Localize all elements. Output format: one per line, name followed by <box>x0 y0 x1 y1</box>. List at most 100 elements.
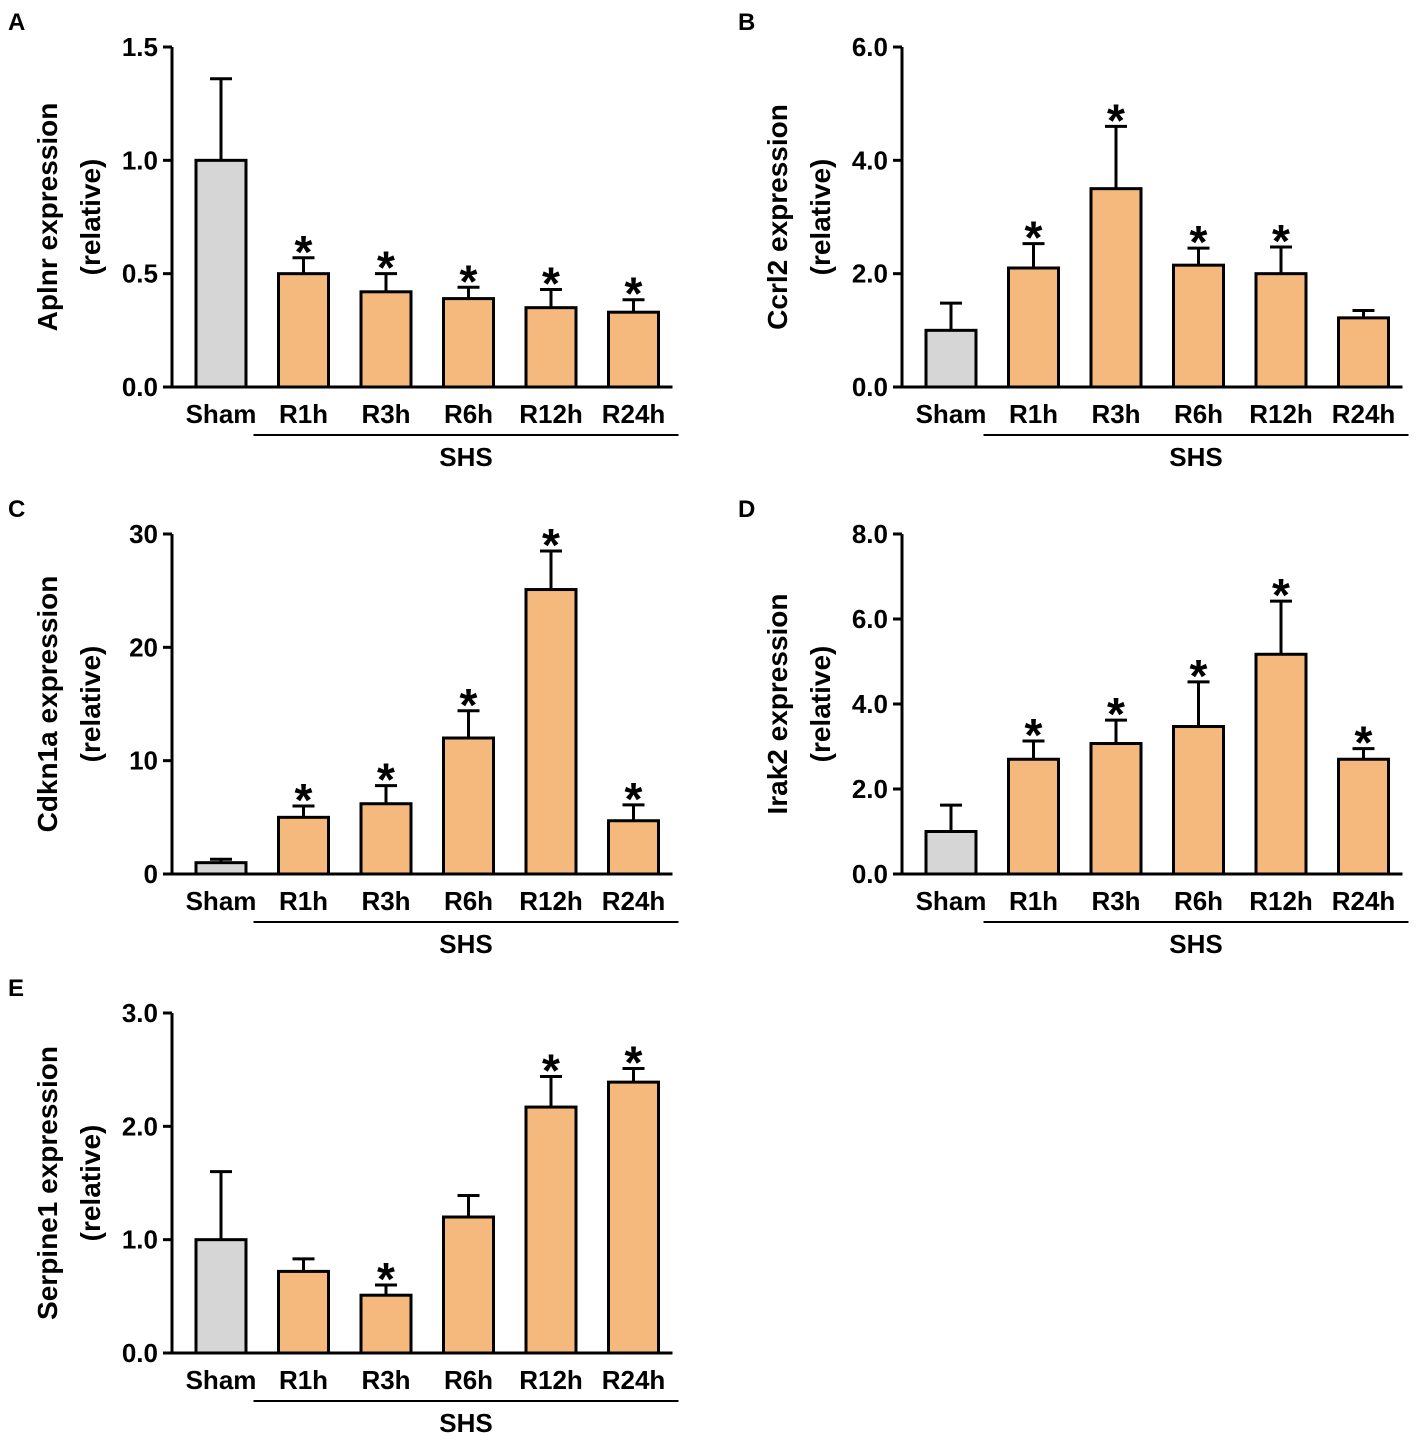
y-tick-label: 3.0 <box>122 998 158 1028</box>
y-tick-label: 0.0 <box>122 1338 158 1368</box>
x-tick-label: R3h <box>361 399 410 429</box>
bar-sham <box>924 328 978 389</box>
y-tick-label: 0.0 <box>852 372 888 402</box>
significance-star: * <box>377 242 395 294</box>
significance-star: * <box>1107 94 1125 146</box>
x-tick-label: R12h <box>519 399 583 429</box>
bar-r24h <box>607 1080 660 1355</box>
chart-irak2: D Irak2 expression (relative) 0.0 2.0 4.0 6.0 8… <box>738 496 1409 959</box>
significance-star: * <box>625 773 643 825</box>
x-tick-label: R24h <box>602 886 666 916</box>
bar-r12h <box>524 306 578 389</box>
y-axis-subtitle: (relative) <box>805 159 836 276</box>
x-tick-label: R12h <box>519 886 583 916</box>
bar-r12h <box>524 588 578 876</box>
panel-letter: D <box>738 496 755 523</box>
x-tick-label: R1h <box>279 1365 328 1395</box>
significance-star: * <box>377 1253 395 1305</box>
bar-r1h <box>277 815 330 876</box>
y-tick-label: 1.0 <box>122 1225 158 1255</box>
panel-letter: E <box>8 975 24 1002</box>
x-tick-label: R12h <box>1249 886 1313 916</box>
x-tick-label: Sham <box>186 1365 257 1395</box>
bar-r1h <box>1007 266 1060 389</box>
chart-aplnr: A Aplnr expression (relative) 0.0 0.5 1.0 1.5 S… <box>8 9 679 472</box>
bar-r12h <box>1254 272 1308 389</box>
x-tick-label: R12h <box>1249 399 1313 429</box>
panel-c: C Cdkn1a expression (relative) 0 10 20 30 Sham *… <box>0 487 700 967</box>
y-tick-label: 2.0 <box>852 259 888 289</box>
y-tick-label: 2.0 <box>122 1111 158 1141</box>
bar-sham <box>924 830 978 876</box>
x-tick-label: R6h <box>444 1365 493 1395</box>
group-label: SHS <box>439 442 492 472</box>
y-tick-label: 6.0 <box>852 604 888 634</box>
bar-r3h <box>1089 187 1143 389</box>
y-tick-label: 1.0 <box>122 145 158 175</box>
panel-a: A Aplnr expression (relative) 0.0 0.5 1.0 1.5 S… <box>0 0 700 480</box>
bar-r3h <box>1089 742 1143 876</box>
y-axis-subtitle: (relative) <box>75 159 106 276</box>
y-axis-title: Ccrl2 expression <box>762 104 793 330</box>
y-tick-label: 4.0 <box>852 689 888 719</box>
x-tick-label: R12h <box>519 1365 583 1395</box>
significance-star: * <box>295 774 313 826</box>
x-tick-label: R24h <box>602 399 666 429</box>
x-tick-label: R6h <box>444 886 493 916</box>
bar-r24h <box>607 819 660 876</box>
x-tick-label: R6h <box>1174 886 1223 916</box>
y-tick-label: 6.0 <box>852 32 888 62</box>
significance-star: * <box>1107 688 1125 740</box>
bar-r1h <box>277 272 330 389</box>
panel-letter: A <box>8 9 25 36</box>
significance-star: * <box>1025 212 1043 264</box>
y-tick-label: 2.0 <box>852 774 888 804</box>
significance-star: * <box>1025 709 1043 761</box>
y-tick-label: 0 <box>144 859 158 889</box>
bar-r3h <box>359 802 413 876</box>
significance-star: * <box>625 1037 643 1089</box>
significance-star: * <box>542 1044 560 1096</box>
y-tick-label: 0.5 <box>122 259 158 289</box>
bar-r6h <box>1172 263 1225 389</box>
significance-star: * <box>1272 215 1290 267</box>
x-tick-label: R1h <box>279 886 328 916</box>
chart-cdkn1a: C Cdkn1a expression (relative) 0 10 20 30 Sham *… <box>8 496 679 959</box>
y-axis-title: Irak2 expression <box>762 593 793 814</box>
group-label: SHS <box>439 1408 492 1438</box>
bar-r24h <box>607 310 660 389</box>
x-tick-label: R3h <box>361 1365 410 1395</box>
significance-star: * <box>1190 216 1208 268</box>
y-axis-subtitle: (relative) <box>75 646 106 763</box>
x-tick-label: R24h <box>602 1365 666 1395</box>
chart-serpine1: E Serpine1 expression (relative) 0.0 1.0 2.0 3… <box>8 975 679 1438</box>
significance-star: * <box>460 679 478 731</box>
x-tick-label: R24h <box>1332 886 1396 916</box>
bar-r1h <box>277 1269 330 1355</box>
group-label: SHS <box>1169 929 1222 959</box>
y-axis-title: Cdkn1a expression <box>32 576 63 833</box>
panel-letter: C <box>8 496 25 523</box>
x-tick-label: R3h <box>361 886 410 916</box>
y-axis-title: Serpine1 expression <box>32 1046 63 1320</box>
bar-r3h <box>359 1293 413 1355</box>
x-tick-label: R1h <box>1009 886 1058 916</box>
bar-r6h <box>442 1215 495 1355</box>
y-tick-label: 0.0 <box>852 859 888 889</box>
y-axis-subtitle: (relative) <box>75 1125 106 1242</box>
x-tick-label: R3h <box>1091 886 1140 916</box>
significance-star: * <box>460 255 478 307</box>
y-tick-label: 8.0 <box>852 519 888 549</box>
significance-star: * <box>542 519 560 571</box>
bar-sham <box>194 158 248 389</box>
x-tick-label: Sham <box>186 399 257 429</box>
y-tick-label: 20 <box>129 632 158 662</box>
x-tick-label: R24h <box>1332 399 1396 429</box>
group-label: SHS <box>1169 442 1222 472</box>
panel-b: B Ccrl2 expression (relative) 0.0 2.0 4.0 6.0 S… <box>730 0 1417 480</box>
bar-r6h <box>442 736 495 876</box>
panel-e: E Serpine1 expression (relative) 0.0 1.0 2.0 3… <box>0 966 700 1446</box>
bar-r12h <box>524 1105 578 1355</box>
significance-star: * <box>1355 717 1373 769</box>
